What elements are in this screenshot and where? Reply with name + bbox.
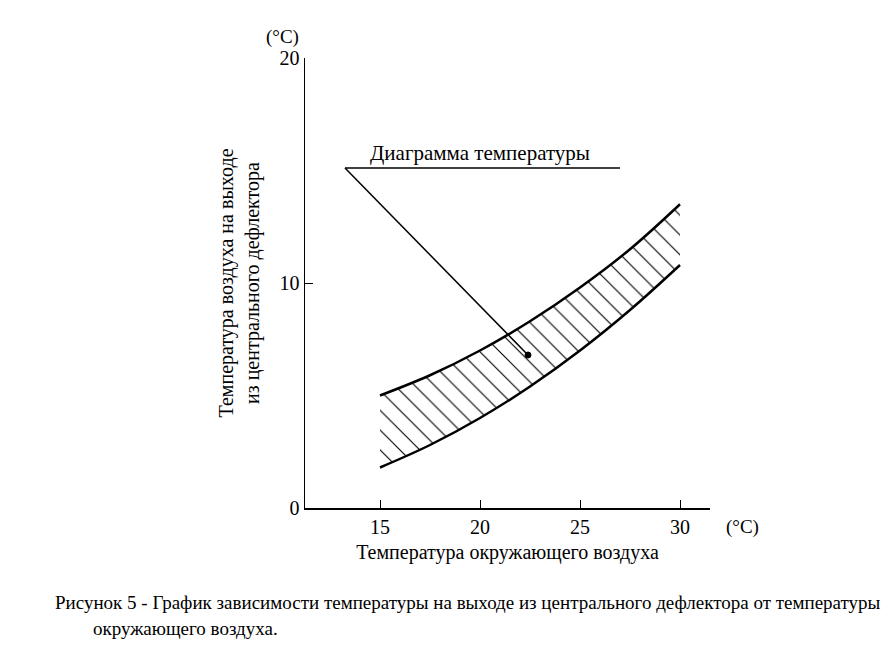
svg-text:Температура окружающего воздух: Температура окружающего воздуха: [356, 541, 659, 564]
svg-text:(°C): (°C): [726, 516, 759, 538]
svg-text:20: 20: [470, 516, 490, 538]
svg-text:15: 15: [370, 516, 390, 538]
svg-text:10: 10: [280, 272, 300, 294]
svg-text:Температура воздуха на выходеи: Температура воздуха на выходеиз централь…: [215, 148, 264, 417]
svg-text:30: 30: [670, 516, 690, 538]
svg-text:20: 20: [280, 47, 300, 69]
svg-text:Диаграмма температуры: Диаграмма температуры: [370, 141, 590, 165]
html-text:Рисунок 5 - График зависимости: Рисунок 5 - График зависимости температу…: [55, 592, 881, 639]
svg-text:25: 25: [570, 516, 590, 538]
svg-text:0: 0: [290, 497, 300, 519]
svg-text:(°C): (°C): [266, 26, 299, 48]
